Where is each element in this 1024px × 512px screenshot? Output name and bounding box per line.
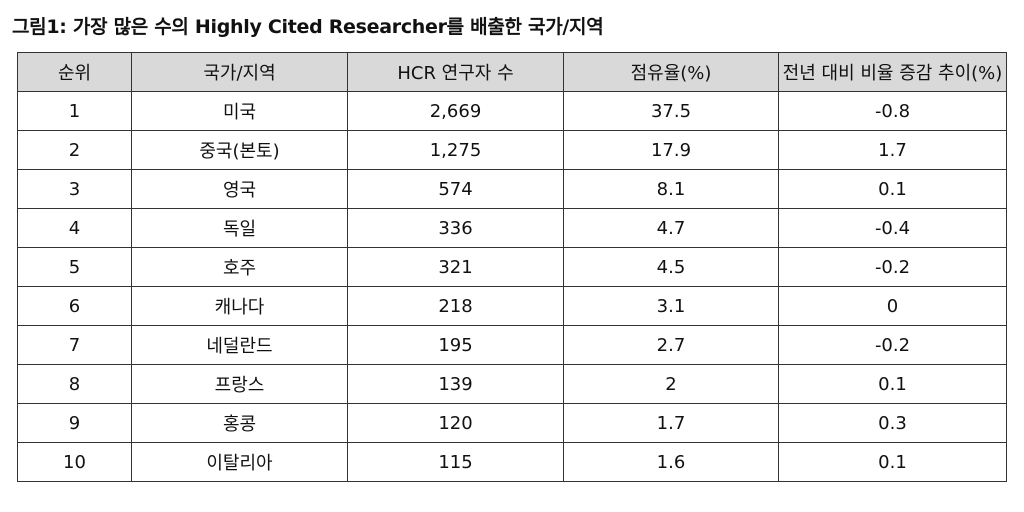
cell-rank: 5 [17,247,132,287]
cell-yoy-change: -0.2 [778,247,1007,287]
table-row: 4 독일 336 4.7 -0.4 [17,208,1007,248]
cell-country: 중국(본토) [131,130,348,170]
cell-share: 2.7 [563,325,779,365]
table-row: 7 네덜란드 195 2.7 -0.2 [17,325,1007,365]
header-share: 점유율(%) [563,52,779,92]
cell-rank: 2 [17,130,132,170]
cell-share: 4.7 [563,208,779,248]
cell-share: 2 [563,364,779,404]
table-row: 2 중국(본토) 1,275 17.9 1.7 [17,130,1007,170]
cell-share: 1.6 [563,442,779,482]
cell-rank: 9 [17,403,132,443]
cell-share: 4.5 [563,247,779,287]
cell-country: 영국 [131,169,348,209]
cell-country: 홍콩 [131,403,348,443]
table-row: 9 홍콩 120 1.7 0.3 [17,403,1007,443]
cell-share: 17.9 [563,130,779,170]
cell-yoy-change: 0.1 [778,364,1007,404]
cell-share: 3.1 [563,286,779,326]
cell-yoy-change: 0.1 [778,169,1007,209]
cell-hcr-count: 1,275 [347,130,564,170]
cell-yoy-change: -0.8 [778,91,1007,131]
cell-rank: 8 [17,364,132,404]
table-row: 1 미국 2,669 37.5 -0.8 [17,91,1007,131]
cell-country: 캐나다 [131,286,348,326]
hcr-country-table: 순위 국가/지역 HCR 연구자 수 점유율(%) 전년 대비 비율 증감 추이… [17,52,1007,482]
cell-hcr-count: 2,669 [347,91,564,131]
cell-yoy-change: 0.3 [778,403,1007,443]
header-yoy-change: 전년 대비 비율 증감 추이(%) [778,52,1007,92]
header-rank: 순위 [17,52,132,92]
cell-hcr-count: 195 [347,325,564,365]
cell-share: 37.5 [563,91,779,131]
cell-country: 독일 [131,208,348,248]
cell-country: 프랑스 [131,364,348,404]
table-row: 10 이탈리아 115 1.6 0.1 [17,442,1007,482]
cell-yoy-change: 0 [778,286,1007,326]
cell-country: 미국 [131,91,348,131]
table-header-row: 순위 국가/지역 HCR 연구자 수 점유율(%) 전년 대비 비율 증감 추이… [17,52,1007,92]
cell-hcr-count: 115 [347,442,564,482]
cell-hcr-count: 120 [347,403,564,443]
header-hcr-count: HCR 연구자 수 [347,52,564,92]
figure-title: 그림1: 가장 많은 수의 Highly Cited Researcher를 배… [12,16,604,38]
cell-yoy-change: 1.7 [778,130,1007,170]
cell-share: 1.7 [563,403,779,443]
cell-hcr-count: 218 [347,286,564,326]
header-country: 국가/지역 [131,52,348,92]
cell-rank: 6 [17,286,132,326]
cell-yoy-change: 0.1 [778,442,1007,482]
table-row: 5 호주 321 4.5 -0.2 [17,247,1007,287]
cell-country: 호주 [131,247,348,287]
cell-hcr-count: 574 [347,169,564,209]
cell-rank: 7 [17,325,132,365]
cell-yoy-change: -0.4 [778,208,1007,248]
cell-rank: 3 [17,169,132,209]
table-row: 6 캐나다 218 3.1 0 [17,286,1007,326]
cell-hcr-count: 321 [347,247,564,287]
cell-share: 8.1 [563,169,779,209]
cell-rank: 10 [17,442,132,482]
table-row: 3 영국 574 8.1 0.1 [17,169,1007,209]
cell-rank: 4 [17,208,132,248]
cell-country: 이탈리아 [131,442,348,482]
cell-yoy-change: -0.2 [778,325,1007,365]
table-row: 8 프랑스 139 2 0.1 [17,364,1007,404]
cell-hcr-count: 336 [347,208,564,248]
cell-country: 네덜란드 [131,325,348,365]
cell-rank: 1 [17,91,132,131]
cell-hcr-count: 139 [347,364,564,404]
